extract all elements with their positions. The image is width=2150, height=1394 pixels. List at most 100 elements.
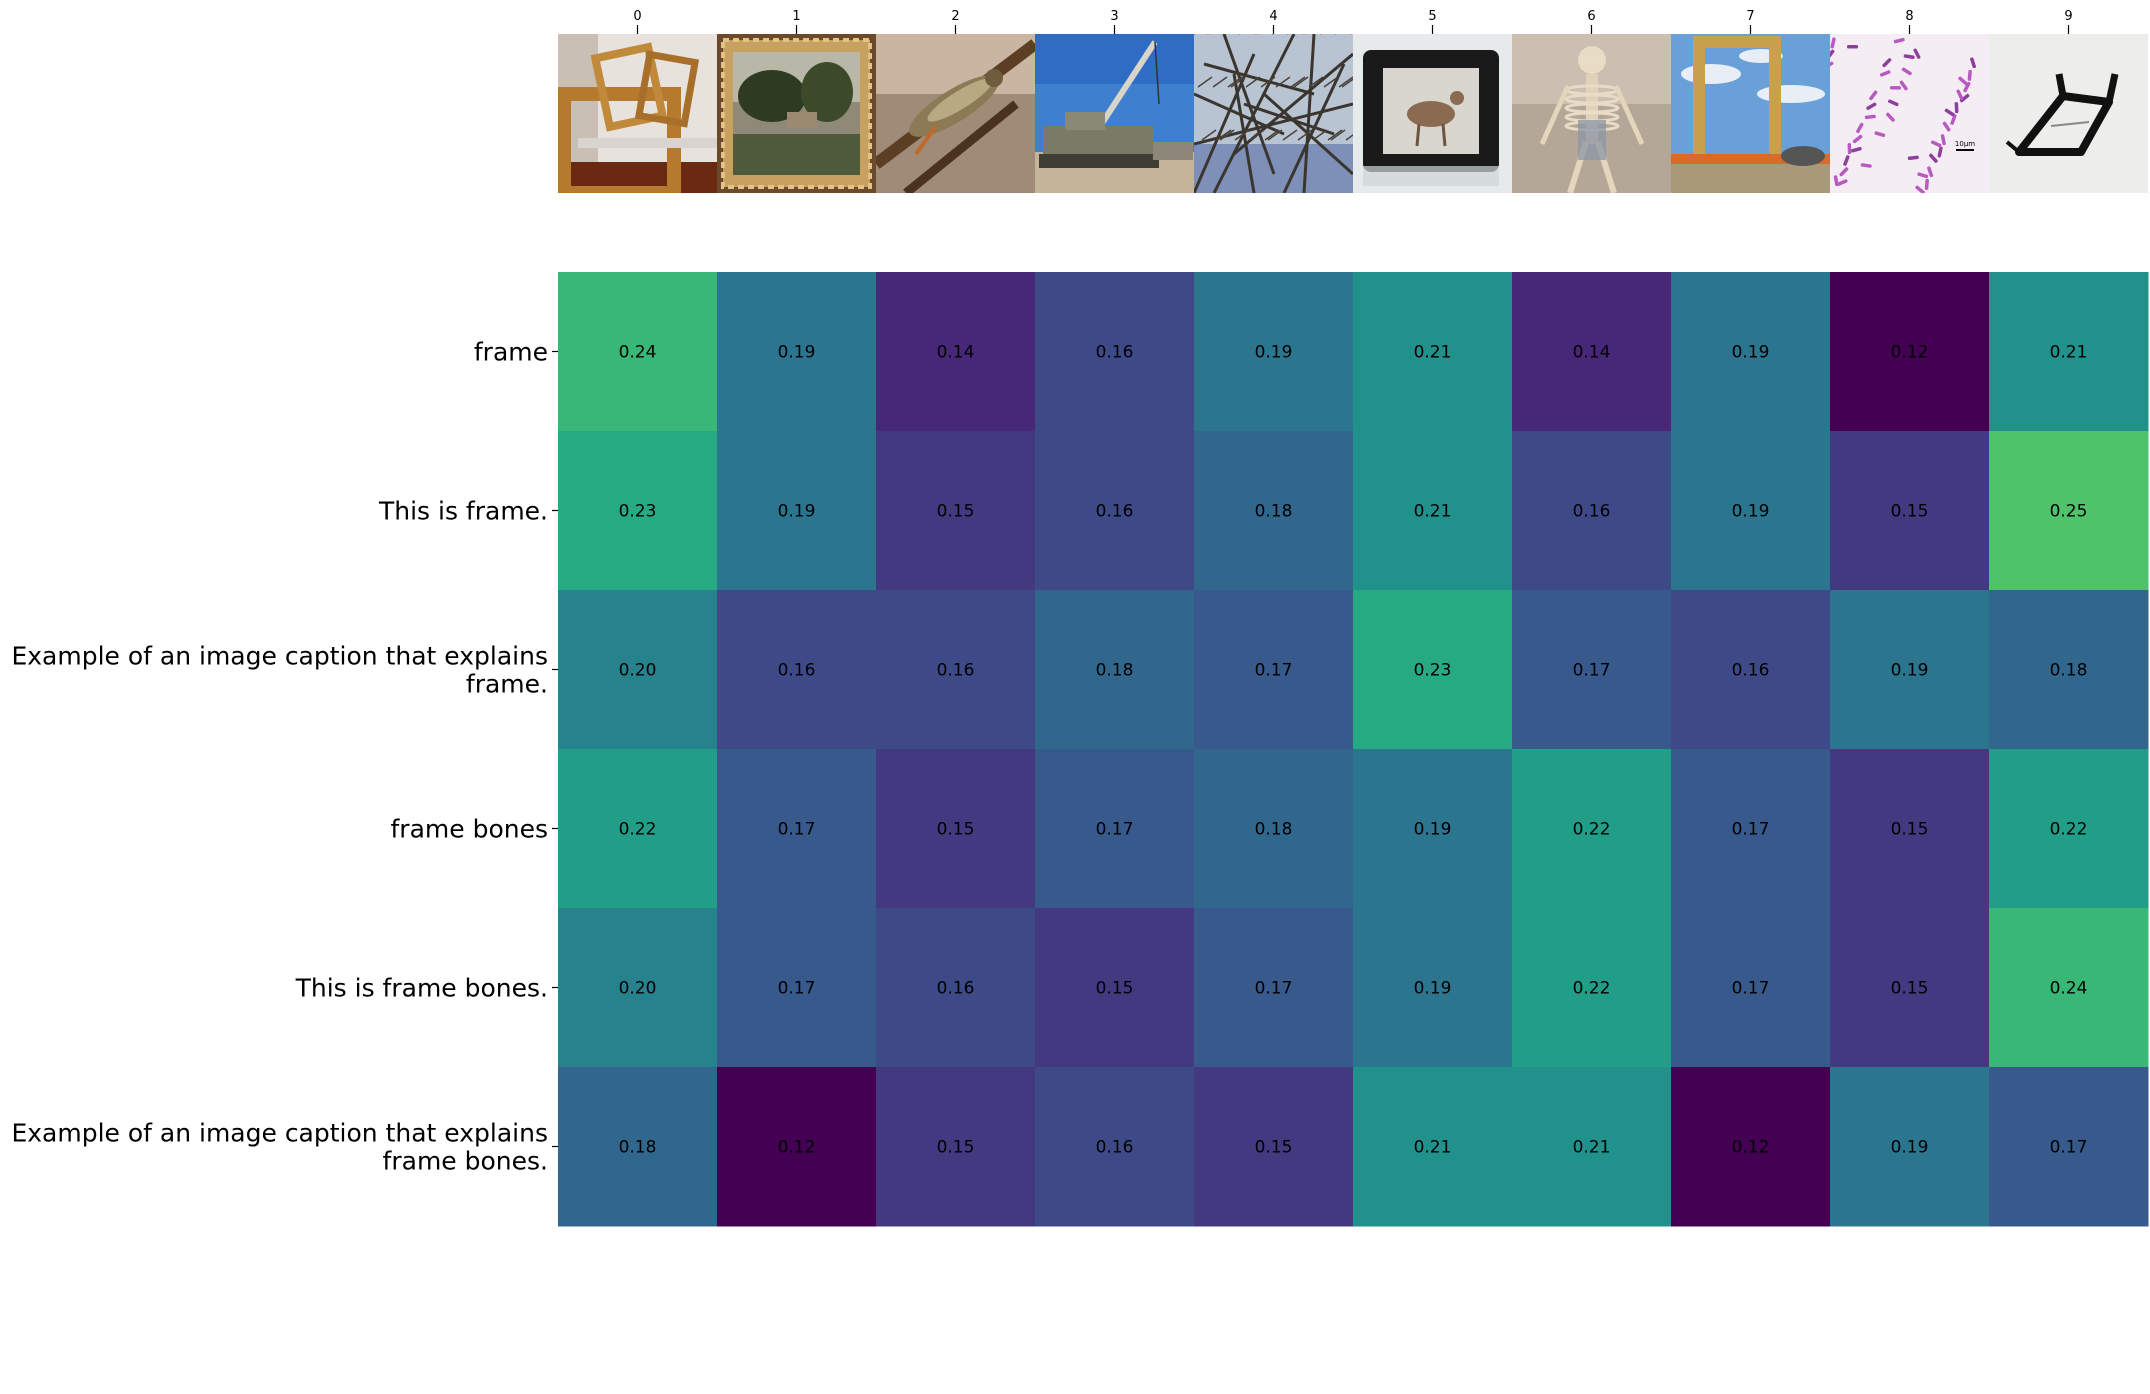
y-tick-label: Example of an image caption that explain… bbox=[11, 642, 548, 671]
x-tick-label: 4 bbox=[1269, 9, 1277, 24]
heatmap-cell bbox=[1353, 272, 1513, 432]
x-tick-label: 9 bbox=[2064, 9, 2072, 24]
y-axis-ticks: frame This is frame. Example of an image c… bbox=[11, 338, 558, 1176]
cell-value-label: 0.19 bbox=[1255, 343, 1293, 363]
heatmap-cell bbox=[1194, 431, 1354, 591]
heatmap-cell bbox=[1194, 272, 1354, 432]
image-thumbnail-1 bbox=[717, 34, 876, 193]
cell-value-label: 0.18 bbox=[619, 1138, 657, 1158]
heatmap-cell bbox=[876, 908, 1036, 1068]
image-thumbnail-9 bbox=[1989, 34, 2148, 193]
cell-value-label: 0.19 bbox=[778, 343, 816, 363]
cell-value-label: 0.15 bbox=[1891, 979, 1929, 999]
x-axis-ticks: 0 1 2 3 4 5 6 7 8 9 bbox=[633, 9, 2073, 34]
heatmap-cell bbox=[1830, 431, 1990, 591]
cell-value-label: 0.17 bbox=[778, 820, 816, 840]
cell-value-label: 0.22 bbox=[1573, 820, 1611, 840]
heatmap-cell bbox=[1989, 749, 2149, 909]
cell-value-label: 0.17 bbox=[1255, 661, 1293, 681]
heatmap-cell bbox=[558, 1067, 718, 1227]
heatmap-cell bbox=[1989, 908, 2149, 1068]
cell-value-label: 0.21 bbox=[1414, 343, 1452, 363]
image-thumbnail-6 bbox=[1512, 34, 1671, 193]
cell-value-label: 0.19 bbox=[778, 502, 816, 522]
heatmap-cell bbox=[1512, 1067, 1672, 1227]
cell-value-label: 0.16 bbox=[1096, 1138, 1134, 1158]
cell-value-label: 0.16 bbox=[1096, 502, 1134, 522]
heatmap-cell bbox=[1035, 590, 1195, 750]
x-tick-label: 1 bbox=[792, 9, 800, 24]
heatmap-cell bbox=[876, 749, 1036, 909]
heatmap-cell bbox=[1035, 908, 1195, 1068]
heatmap-cell bbox=[1671, 272, 1831, 432]
cell-value-label: 0.16 bbox=[937, 661, 975, 681]
cell-value-label: 0.24 bbox=[619, 343, 657, 363]
cell-value-label: 0.23 bbox=[619, 502, 657, 522]
heatmap-cell bbox=[717, 908, 877, 1068]
cell-value-label: 0.22 bbox=[2050, 820, 2088, 840]
cell-value-label: 0.15 bbox=[937, 1138, 975, 1158]
cell-value-label: 0.19 bbox=[1732, 502, 1770, 522]
heatmap-cell bbox=[1830, 272, 1990, 432]
heatmap-cell bbox=[876, 272, 1036, 432]
heatmap-cell bbox=[1671, 749, 1831, 909]
heatmap-cell bbox=[1512, 272, 1672, 432]
heatmap-cell bbox=[717, 272, 877, 432]
cell-value-label: 0.18 bbox=[1096, 661, 1134, 681]
image-thumbnail-3 bbox=[1035, 34, 1194, 193]
cell-value-label: 0.12 bbox=[1891, 343, 1929, 363]
cell-value-label: 0.15 bbox=[1891, 820, 1929, 840]
cell-value-label: 0.16 bbox=[1573, 502, 1611, 522]
heatmap-cell bbox=[717, 749, 877, 909]
cell-value-label: 0.21 bbox=[1414, 1138, 1452, 1158]
y-tick-label: This is frame. bbox=[378, 497, 548, 526]
cell-value-label: 0.24 bbox=[2050, 979, 2088, 999]
cell-value-label: 0.16 bbox=[1732, 661, 1770, 681]
heatmap-cell bbox=[1035, 431, 1195, 591]
cell-value-label: 0.23 bbox=[1414, 661, 1452, 681]
cell-value-label: 0.21 bbox=[1573, 1138, 1611, 1158]
cell-value-label: 0.17 bbox=[1255, 979, 1293, 999]
cell-value-label: 0.16 bbox=[1096, 343, 1134, 363]
heatmap-cell bbox=[1035, 1067, 1195, 1227]
heatmap-cell bbox=[558, 908, 718, 1068]
heatmap-cell bbox=[1989, 431, 2149, 591]
x-tick-label: 2 bbox=[951, 9, 959, 24]
cell-value-label: 0.17 bbox=[778, 979, 816, 999]
heatmap-cell bbox=[876, 1067, 1036, 1227]
cell-value-label: 0.17 bbox=[1096, 820, 1134, 840]
cell-value-label: 0.16 bbox=[937, 979, 975, 999]
heatmap-cell bbox=[717, 590, 877, 750]
cell-value-label: 0.19 bbox=[1414, 979, 1452, 999]
image-thumbnail-5 bbox=[1353, 34, 1512, 193]
cell-value-label: 0.15 bbox=[1891, 502, 1929, 522]
heatmap-cell bbox=[1353, 1067, 1513, 1227]
heatmap-cell bbox=[558, 749, 718, 909]
heatmap-cell bbox=[1353, 590, 1513, 750]
cell-value-label: 0.19 bbox=[1891, 1138, 1929, 1158]
cell-value-label: 0.17 bbox=[1573, 661, 1611, 681]
x-tick-label: 5 bbox=[1428, 9, 1436, 24]
heatmap-cell bbox=[1512, 749, 1672, 909]
cell-value-label: 0.22 bbox=[619, 820, 657, 840]
heatmap-cell bbox=[1353, 749, 1513, 909]
heatmap-cell bbox=[558, 272, 718, 432]
y-tick-label: Example of an image caption that explain… bbox=[11, 1119, 548, 1148]
cell-value-label: 0.17 bbox=[1732, 820, 1770, 840]
image-thumbnail-0 bbox=[558, 34, 717, 193]
heatmap-cells: 0.24 0.19 0.14 0.16 0.19 0.21 0.14 0.19 0.12 0.21… bbox=[558, 272, 2149, 1227]
heatmap-cell bbox=[1830, 1067, 1990, 1227]
cell-value-label: 0.18 bbox=[2050, 661, 2088, 681]
cell-value-label: 0.14 bbox=[937, 343, 975, 363]
cell-value-label: 0.15 bbox=[1255, 1138, 1293, 1158]
cell-value-label: 0.20 bbox=[619, 979, 657, 999]
heatmap-cell bbox=[1830, 749, 1990, 909]
heatmap-cell bbox=[1671, 908, 1831, 1068]
cell-value-label: 0.12 bbox=[1732, 1138, 1770, 1158]
heatmap-cell bbox=[558, 590, 718, 750]
heatmap-cell bbox=[1194, 908, 1354, 1068]
y-tick-label: frame bones bbox=[391, 815, 549, 844]
cell-value-label: 0.17 bbox=[1732, 979, 1770, 999]
